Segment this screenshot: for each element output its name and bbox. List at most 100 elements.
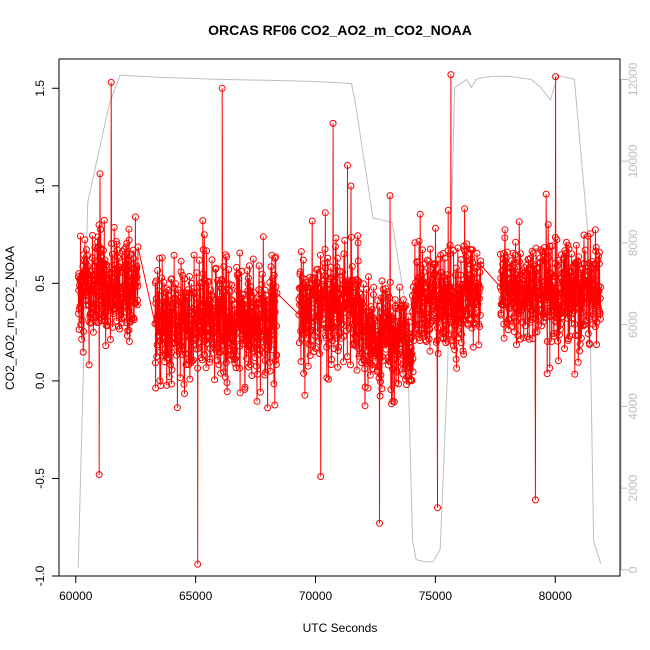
difference-point bbox=[104, 317, 112, 325]
difference-point bbox=[581, 246, 589, 254]
difference-point bbox=[409, 355, 417, 363]
difference-point bbox=[433, 336, 441, 344]
difference-point bbox=[331, 243, 339, 250]
difference-point bbox=[247, 283, 255, 291]
difference-point bbox=[273, 351, 281, 359]
difference-point bbox=[194, 345, 202, 353]
difference-point bbox=[448, 337, 456, 344]
difference-point bbox=[443, 271, 451, 279]
difference-point bbox=[158, 340, 166, 348]
difference-point bbox=[206, 355, 214, 363]
difference-point bbox=[90, 270, 98, 278]
difference-point bbox=[332, 234, 340, 242]
difference-point bbox=[511, 258, 519, 266]
difference-point bbox=[195, 256, 203, 264]
difference-point bbox=[170, 309, 178, 317]
difference-point bbox=[423, 256, 431, 264]
difference-point bbox=[317, 473, 325, 480]
difference-point bbox=[468, 246, 476, 254]
difference-point bbox=[114, 246, 122, 254]
difference-point bbox=[538, 322, 546, 330]
difference-point bbox=[340, 304, 348, 312]
difference-point bbox=[298, 274, 306, 282]
difference-point bbox=[371, 357, 379, 365]
difference-point bbox=[462, 253, 470, 261]
difference-point bbox=[120, 282, 128, 290]
difference-point bbox=[334, 254, 342, 262]
difference-point bbox=[214, 313, 222, 321]
difference-point bbox=[155, 287, 163, 295]
difference-point bbox=[215, 361, 223, 369]
difference-point bbox=[323, 374, 331, 382]
difference-point bbox=[554, 289, 562, 297]
difference-point bbox=[429, 317, 437, 324]
difference-point bbox=[501, 234, 509, 242]
difference-point bbox=[349, 330, 357, 337]
difference-point bbox=[532, 244, 540, 252]
difference-point bbox=[361, 402, 369, 410]
difference-point bbox=[426, 245, 434, 253]
difference-point bbox=[592, 260, 600, 268]
difference-point bbox=[521, 268, 529, 276]
difference-point bbox=[256, 350, 264, 358]
x-tick-label: 60000 bbox=[59, 589, 93, 603]
difference-point bbox=[384, 361, 392, 369]
difference-point bbox=[380, 325, 388, 332]
y2-axis: 0 2000 4000 6000 8000 10000 12000 bbox=[620, 62, 640, 573]
difference-point bbox=[571, 272, 578, 280]
difference-point bbox=[307, 341, 315, 349]
difference-point bbox=[233, 263, 241, 271]
difference-point bbox=[340, 358, 347, 366]
difference-point bbox=[442, 322, 450, 329]
difference-point bbox=[224, 327, 232, 335]
difference-point bbox=[231, 355, 239, 363]
difference-point bbox=[500, 334, 508, 342]
difference-point bbox=[334, 347, 342, 355]
difference-point bbox=[551, 301, 558, 309]
difference-point bbox=[377, 378, 384, 386]
difference-point bbox=[101, 317, 109, 325]
difference-point bbox=[526, 318, 534, 326]
difference-point bbox=[246, 290, 254, 297]
difference-point bbox=[357, 337, 365, 345]
difference-point bbox=[342, 293, 350, 301]
difference-point bbox=[205, 320, 213, 328]
difference-point bbox=[522, 322, 529, 330]
difference-point bbox=[81, 296, 89, 304]
y2-tick-label: 0 bbox=[626, 566, 640, 573]
difference-point bbox=[302, 334, 310, 342]
difference-point bbox=[377, 332, 385, 340]
difference-point bbox=[97, 226, 105, 233]
difference-point bbox=[232, 364, 240, 372]
difference-point bbox=[534, 321, 542, 329]
difference-point bbox=[166, 298, 174, 306]
difference-point bbox=[466, 300, 474, 308]
difference-point bbox=[96, 170, 104, 178]
x-axis: 60000 65000 70000 75000 80000 bbox=[59, 576, 572, 603]
difference-point bbox=[78, 316, 86, 324]
difference-point bbox=[368, 305, 376, 313]
difference-point bbox=[395, 380, 402, 388]
difference-point bbox=[525, 298, 533, 306]
difference-point bbox=[133, 262, 141, 270]
difference-point bbox=[528, 286, 536, 294]
difference-point bbox=[270, 323, 278, 331]
difference-point bbox=[266, 334, 274, 342]
difference-point bbox=[121, 299, 129, 307]
difference-point bbox=[543, 338, 551, 345]
difference-point bbox=[261, 357, 269, 364]
difference-point bbox=[252, 362, 260, 370]
difference-point bbox=[340, 250, 348, 258]
difference-point bbox=[176, 341, 184, 349]
difference-point bbox=[398, 321, 406, 329]
difference-point bbox=[321, 209, 329, 217]
difference-point bbox=[134, 282, 142, 290]
difference-point bbox=[382, 285, 390, 292]
difference-point bbox=[163, 285, 171, 293]
difference-point bbox=[249, 312, 257, 320]
difference-point bbox=[407, 354, 415, 362]
difference-point bbox=[172, 339, 180, 347]
difference-point bbox=[246, 287, 254, 295]
difference-point bbox=[450, 321, 458, 328]
difference-point bbox=[319, 314, 327, 322]
